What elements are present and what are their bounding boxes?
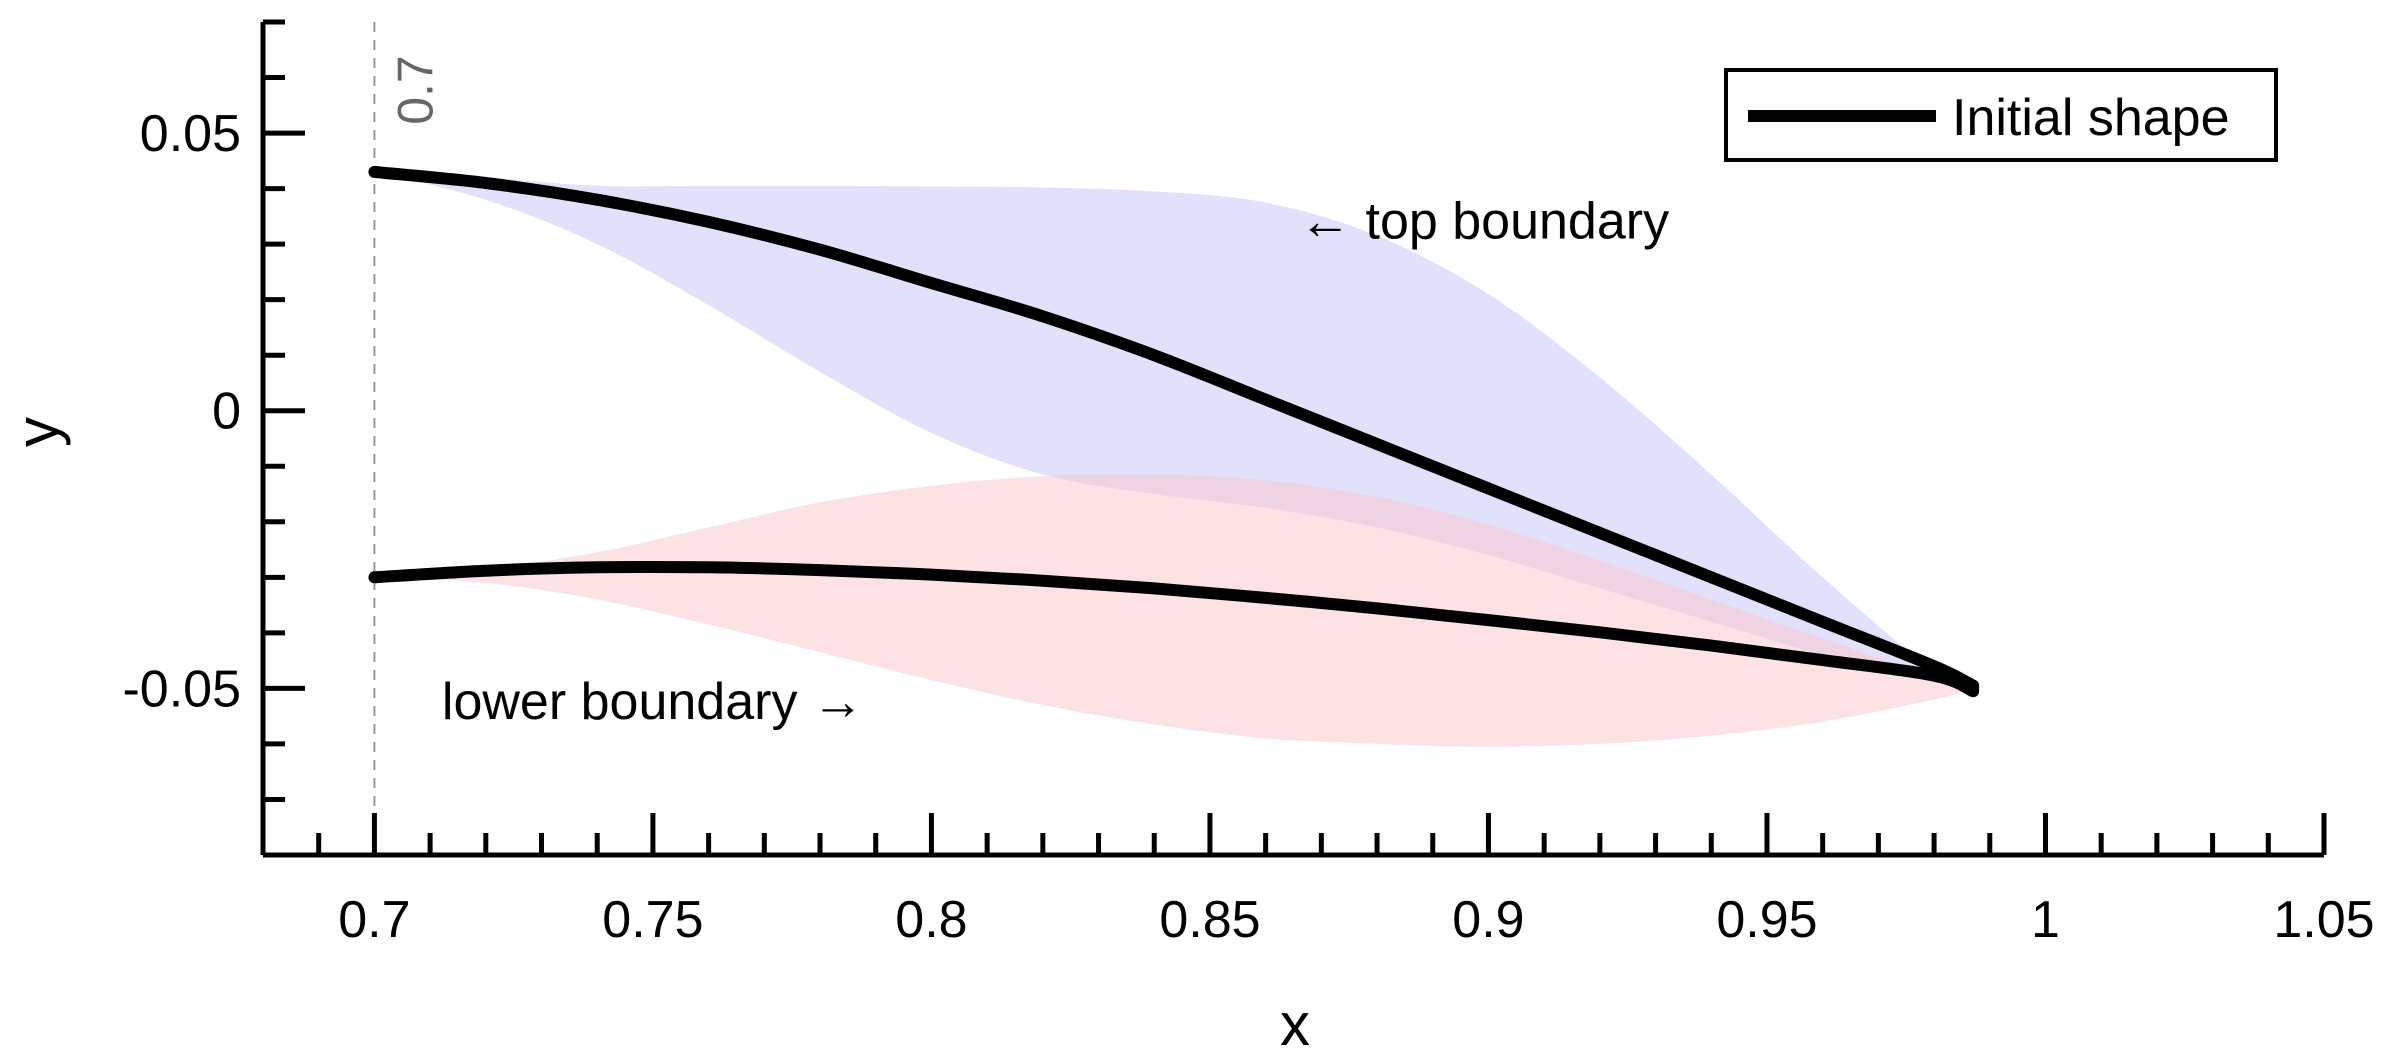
y-axis-title: y: [4, 417, 71, 447]
y-tick-label: 0: [212, 383, 241, 441]
legend-box: [1724, 68, 2278, 162]
x-tick-label: 1.05: [2273, 891, 2374, 949]
x-tick-label: 0.95: [1716, 891, 1817, 949]
legend-label-initial-shape: Initial shape: [1952, 89, 2230, 147]
x-axis-title: x: [1280, 991, 1310, 1058]
band-lower-boundary: [374, 474, 1974, 747]
x-tick-label: 0.85: [1159, 891, 1260, 949]
series-lines: [368, 165, 1980, 698]
x-tick-label: 1: [2031, 891, 2060, 949]
legend: Initial shape: [1724, 68, 2278, 162]
axes: 0.7 0.75 0.8 0.85 0.9 0.95 1 1.05 -0.05 0 0.05: [122, 19, 2375, 949]
series-line-initial-shape-upper: [368, 165, 1980, 692]
reference-line-label: 0.7: [387, 55, 443, 125]
y-tick-label: 0.05: [140, 105, 241, 163]
annotation-lower-boundary: lower boundary →: [442, 673, 864, 731]
x-tick-label: 0.8: [895, 891, 967, 949]
series-line-initial-shape-lower: [368, 560, 1980, 698]
x-tick-label: 0.9: [1452, 891, 1524, 949]
x-tick-label: 0.75: [602, 891, 703, 949]
annotations: ← top boundary lower boundary →: [442, 193, 1669, 731]
annotation-top-boundary: ← top boundary: [1299, 193, 1669, 251]
x-tick-label: 0.7: [338, 891, 410, 949]
y-tick-label: -0.05: [122, 660, 241, 718]
uncertainty-bands: [374, 171, 1974, 747]
